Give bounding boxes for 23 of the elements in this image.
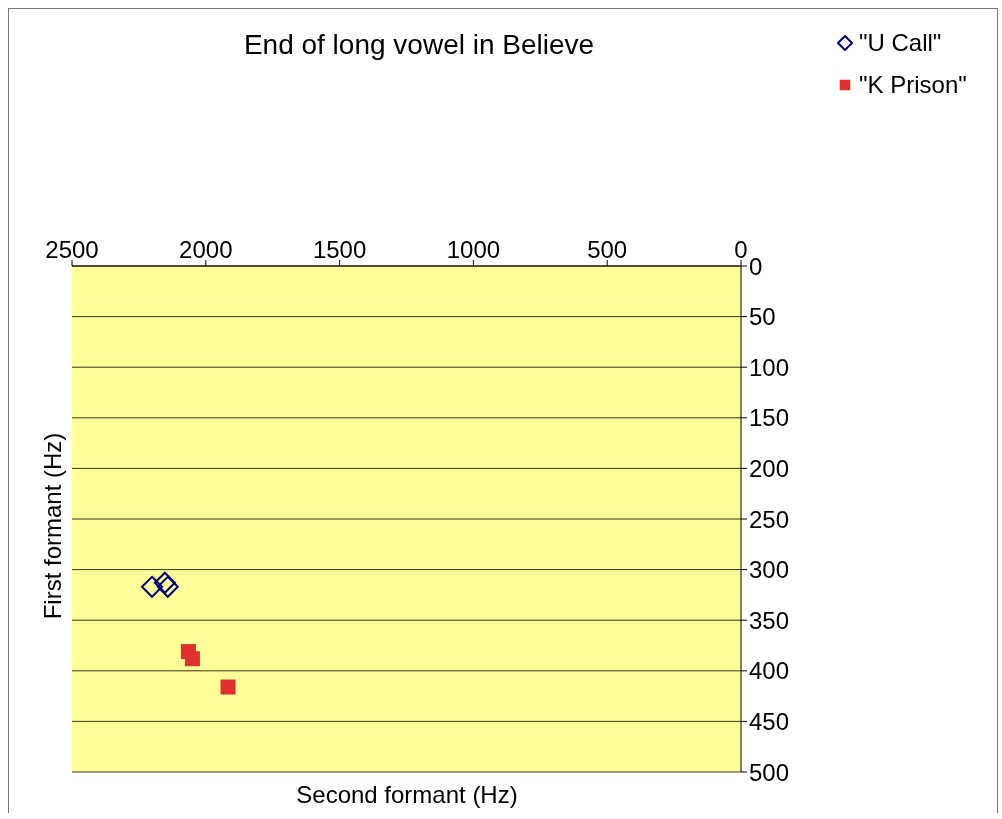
y-tick-label: 450 [749, 707, 790, 735]
y-tick-label: 300 [749, 556, 790, 584]
y-tick-label: 350 [749, 606, 790, 634]
y-tick-label: 200 [749, 454, 790, 482]
x-tick-label: 1000 [446, 236, 501, 263]
point [220, 679, 236, 695]
x-tick-label: 1500 [312, 236, 367, 263]
x-tick-label: 500 [587, 236, 628, 263]
y-tick-label: 400 [749, 657, 790, 685]
point [141, 575, 164, 598]
x-axis-title: Second formant (Hz) [295, 781, 519, 809]
legend-label: "K Prison" [859, 71, 967, 99]
x-tick-label: 2000 [179, 236, 233, 263]
y-axis-title: First formant (Hz) [39, 432, 67, 620]
chart-title: End of long vowel in Believe [242, 29, 596, 61]
point [184, 651, 200, 667]
legend-label: "U Call" [859, 29, 942, 57]
x-tick-label: 2500 [45, 236, 99, 263]
y-tick-label: 50 [749, 303, 776, 331]
y-tick-label: 250 [749, 505, 790, 533]
y-tick-label: 150 [749, 404, 790, 432]
y-tick-label: 100 [749, 353, 790, 381]
y-tick-label: 500 [749, 758, 790, 786]
